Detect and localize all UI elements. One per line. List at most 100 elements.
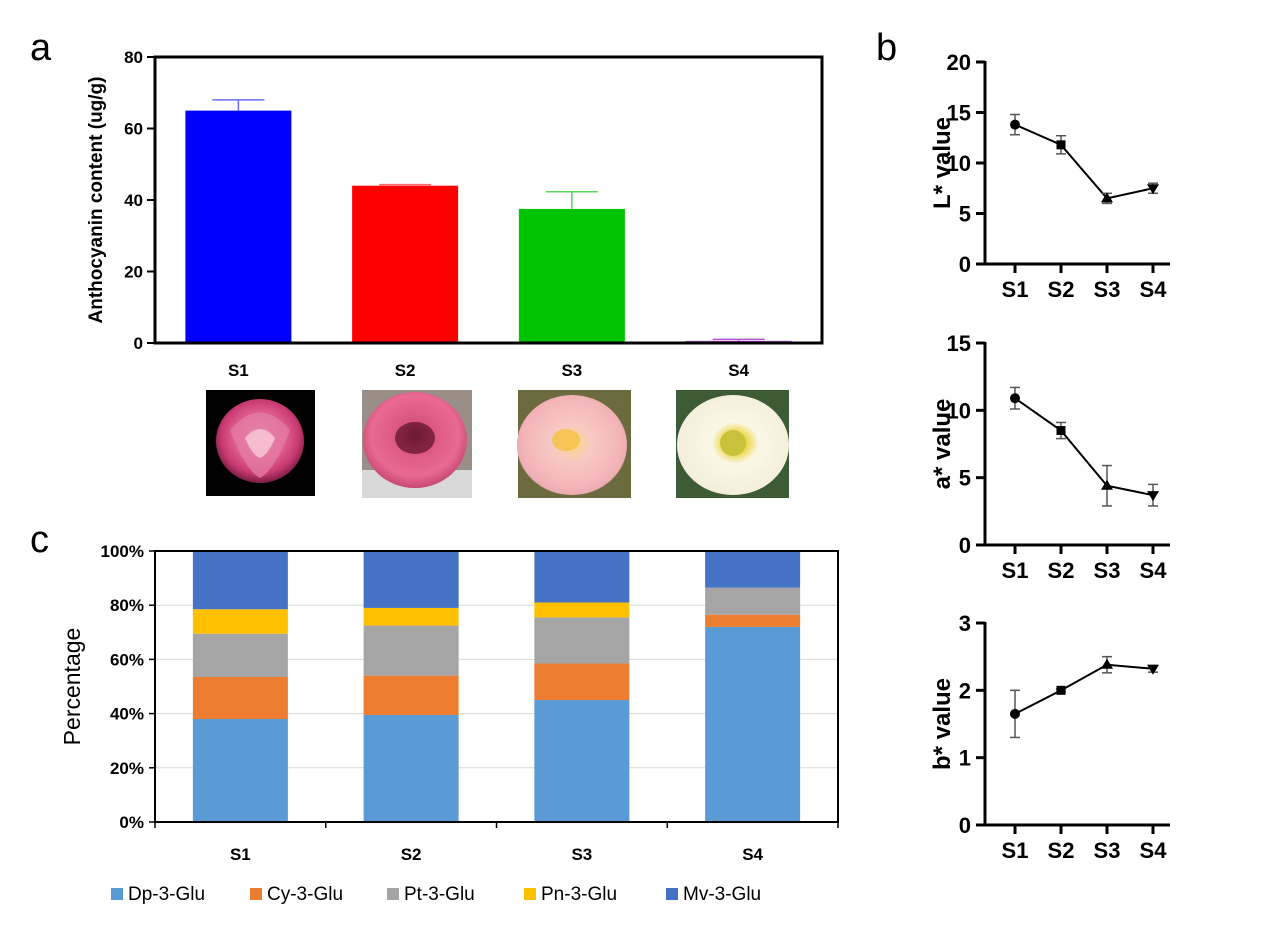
y-tick-label: 20% <box>110 759 144 778</box>
y-tick-label: 20 <box>124 263 143 282</box>
data-point-triangle-down <box>1147 184 1159 195</box>
x-tick-label-s1: S1 <box>1002 558 1029 583</box>
plot-frame <box>154 550 839 823</box>
y-axis-label: Anthocyanin content (ug/g) <box>86 77 107 324</box>
data-point-triangle-down <box>1147 491 1159 502</box>
y-tick-label: 1 <box>959 746 971 771</box>
data-point-square <box>1056 426 1066 436</box>
bar-segment-cy-3-glu-s4 <box>705 614 801 627</box>
data-point-square <box>1056 140 1066 150</box>
y-tick-label: 5 <box>959 202 971 227</box>
y-tick-label: 80 <box>124 48 143 67</box>
series-line <box>1014 397 1154 497</box>
y-tick-label: 0 <box>959 813 971 838</box>
flower-photo-s1 <box>206 390 315 496</box>
y-tick-label: 3 <box>959 611 971 636</box>
y-tick-label: 0 <box>959 252 971 277</box>
bar-segment-mv-3-glu-s1 <box>192 551 288 610</box>
bar-segment-pn-3-glu-s1 <box>192 609 288 634</box>
legend-label-pn-3-glu: Pn-3-Glu <box>541 884 617 905</box>
data-point-circle <box>1010 119 1020 130</box>
y-axis-label: a* value <box>929 399 956 490</box>
y-tick-label: 2 <box>959 678 971 703</box>
flower-photo-s3 <box>517 390 631 498</box>
x-tick-label-s3: S3 <box>1094 838 1121 863</box>
x-tick-label-s4: S4 <box>1140 838 1168 863</box>
data-point-triangle-up <box>1101 479 1113 490</box>
y-tick-label: 10 <box>947 151 971 176</box>
x-tick-label-s4: S4 <box>742 845 763 864</box>
y-tick-label: 15 <box>947 331 971 356</box>
panel-label-c: c <box>30 519 49 561</box>
data-point-triangle-up <box>1101 658 1113 669</box>
bar-segment-pt-3-glu-s1 <box>192 633 288 678</box>
panel-b-bstar-line-chart: 0 1 2 3 S1 S2 S3 S4 b* value <box>929 611 1170 863</box>
bar-segment-cy-3-glu-s1 <box>192 677 288 720</box>
data-point-triangle-up <box>1101 192 1113 203</box>
bar-s2 <box>352 185 459 343</box>
legend-swatch-pn-3-glu <box>524 888 536 900</box>
y-tick-label: 15 <box>947 101 971 126</box>
bar-segment-pt-3-glu-s2 <box>363 625 459 676</box>
bar-s1 <box>185 110 292 343</box>
y-axis-label: L* value <box>929 117 956 209</box>
y-tick-label: 20 <box>947 50 971 75</box>
panel-label-b: b <box>876 27 897 69</box>
x-tick-label-s2: S2 <box>1048 277 1075 302</box>
data-point-circle <box>1010 393 1020 404</box>
data-point-circle <box>1010 708 1020 719</box>
panel-a-bar-chart: S1 S2 S3 S4 0 20 40 60 80 Anthocyanin content (ug… <box>86 48 824 380</box>
y-tick-label: 5 <box>959 466 971 491</box>
bar-segment-pt-3-glu-s3 <box>534 617 630 664</box>
y-tick-label: 60% <box>110 650 144 669</box>
y-tick-label: 10 <box>947 398 971 423</box>
legend-label-cy-3-glu: Cy-3-Glu <box>267 884 343 905</box>
bar-segment-mv-3-glu-s3 <box>534 551 630 603</box>
x-tick-label-s1: S1 <box>1002 838 1029 863</box>
x-tick-label-s3: S3 <box>1094 558 1121 583</box>
y-axis-label: Percentage <box>59 628 85 746</box>
bar-segment-pn-3-glu-s3 <box>534 602 630 618</box>
flower-photo-s4 <box>676 390 789 498</box>
x-tick-label-s2: S2 <box>401 845 422 864</box>
legend-swatch-cy-3-glu <box>250 888 262 900</box>
bar-s3 <box>518 208 625 343</box>
legend-label-pt-3-glu: Pt-3-Glu <box>404 884 475 905</box>
flower-photo-s2 <box>362 390 472 498</box>
y-tick-label: 100% <box>101 542 144 561</box>
y-axis-label: b* value <box>929 678 956 770</box>
x-tick-label-s2: S2 <box>1048 558 1075 583</box>
bar-segment-mv-3-glu-s4 <box>705 551 801 588</box>
y-tick-label: 0 <box>134 334 143 353</box>
y-tick-label: 60 <box>124 120 143 139</box>
legend-label-dp-3-glu: Dp-3-Glu <box>128 884 205 905</box>
flower-photo-row <box>206 390 789 498</box>
bar-segment-dp-3-glu-s1 <box>192 719 288 822</box>
series-line <box>1014 123 1154 200</box>
legend-swatch-pt-3-glu <box>387 888 399 900</box>
panel-label-a: a <box>30 27 52 69</box>
bar-segment-dp-3-glu-s4 <box>705 626 801 822</box>
x-tick-label-s4: S4 <box>1140 558 1168 583</box>
x-tick-label-s1: S1 <box>230 845 251 864</box>
y-tick-label: 0 <box>959 533 971 558</box>
x-tick-label-s3: S3 <box>571 845 592 864</box>
series-line <box>1014 663 1154 715</box>
y-tick-label: 0% <box>119 813 144 832</box>
panel-c-stacked-bar-chart: 0% 20% 40% 60% 80% 100% S1 S2 S3 S4 Percentage Dp-3… <box>59 542 839 905</box>
bar-segment-pt-3-glu-s4 <box>705 587 801 615</box>
x-tick-label-s3: S3 <box>561 361 582 380</box>
x-tick-label-s2: S2 <box>395 361 416 380</box>
bar-segment-dp-3-glu-s2 <box>363 714 459 822</box>
y-tick-label: 80% <box>110 596 144 615</box>
data-point-triangle-down <box>1147 664 1159 675</box>
bar-segment-mv-3-glu-s2 <box>363 551 459 608</box>
x-tick-label-s3: S3 <box>1094 277 1121 302</box>
x-tick-label-s1: S1 <box>228 361 249 380</box>
legend-swatch-dp-3-glu <box>111 888 123 900</box>
bar-segment-cy-3-glu-s3 <box>534 663 630 701</box>
y-tick-label: 40% <box>110 705 144 724</box>
bar-segment-dp-3-glu-s3 <box>534 700 630 822</box>
x-tick-label-s4: S4 <box>728 361 749 380</box>
